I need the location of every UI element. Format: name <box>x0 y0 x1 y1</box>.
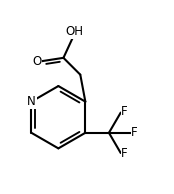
Text: F: F <box>131 126 138 139</box>
Text: N: N <box>27 95 36 108</box>
Text: O: O <box>33 55 42 68</box>
Text: F: F <box>121 105 128 118</box>
Text: OH: OH <box>65 25 83 38</box>
Text: F: F <box>121 147 128 160</box>
